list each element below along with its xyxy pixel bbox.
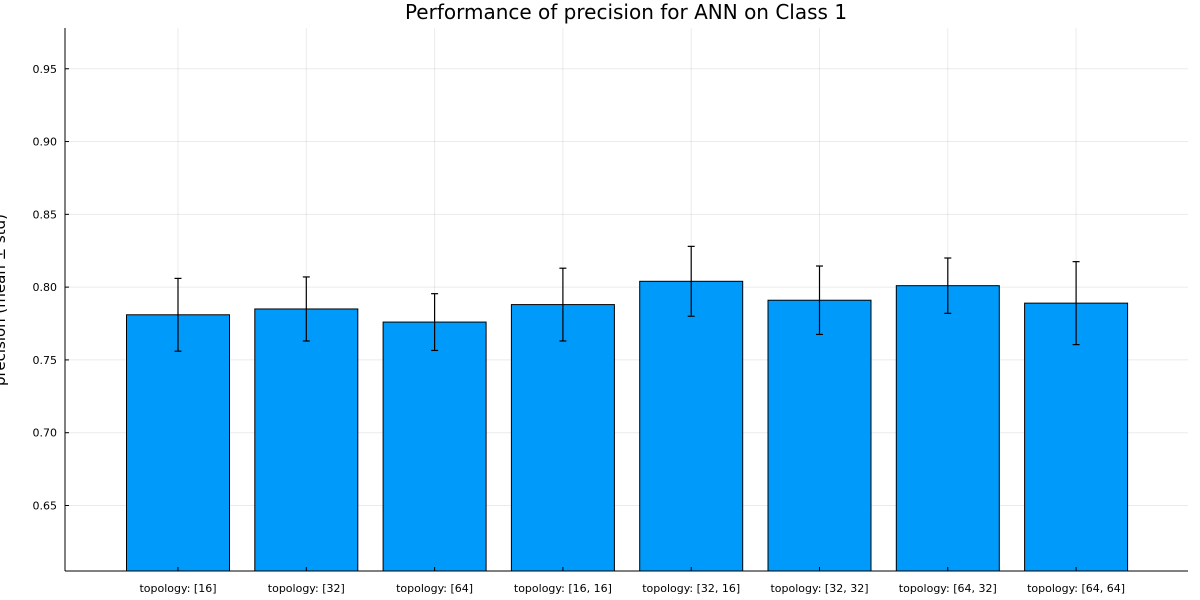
bar bbox=[767, 299, 872, 572]
x-tick-label: topology: [16] bbox=[139, 582, 216, 595]
bar bbox=[126, 314, 230, 572]
x-tick-label: topology: [32, 16] bbox=[642, 582, 740, 595]
x-tick-label: topology: [32] bbox=[268, 582, 345, 595]
bar bbox=[895, 285, 1000, 572]
y-tick-label: 0.85 bbox=[33, 208, 58, 221]
grid-lines bbox=[65, 28, 1188, 571]
chart-title: Performance of precision for ANN on Clas… bbox=[405, 0, 847, 24]
y-axis-label: precision (mean ± std) bbox=[0, 214, 9, 386]
bar bbox=[382, 321, 487, 572]
bars bbox=[126, 280, 1129, 572]
x-tick-label: topology: [64, 32] bbox=[899, 582, 997, 595]
x-tick-label: topology: [64, 64] bbox=[1027, 582, 1125, 595]
bar bbox=[639, 280, 744, 572]
y-tick-label: 0.75 bbox=[33, 354, 58, 367]
y-tick-label: 0.90 bbox=[33, 136, 58, 149]
x-tick-label: topology: [64] bbox=[396, 582, 473, 595]
bar bbox=[254, 308, 359, 572]
x-tick-labels: topology: [16] topology: [32] topology: [6… bbox=[139, 567, 1125, 595]
y-tick-labels: 0.65 0.70 0.75 0.80 0.85 0.90 0.95 bbox=[33, 63, 69, 512]
x-tick-label: topology: [32, 32] bbox=[770, 582, 868, 595]
y-tick-label: 0.80 bbox=[33, 281, 58, 294]
y-tick-label: 0.65 bbox=[33, 499, 58, 512]
y-tick-label: 0.70 bbox=[33, 427, 58, 440]
y-tick-label: 0.95 bbox=[33, 63, 58, 76]
error-bars bbox=[174, 245, 1080, 352]
bar bbox=[510, 304, 615, 572]
x-tick-label: topology: [16, 16] bbox=[514, 582, 612, 595]
bar bbox=[1024, 302, 1129, 572]
